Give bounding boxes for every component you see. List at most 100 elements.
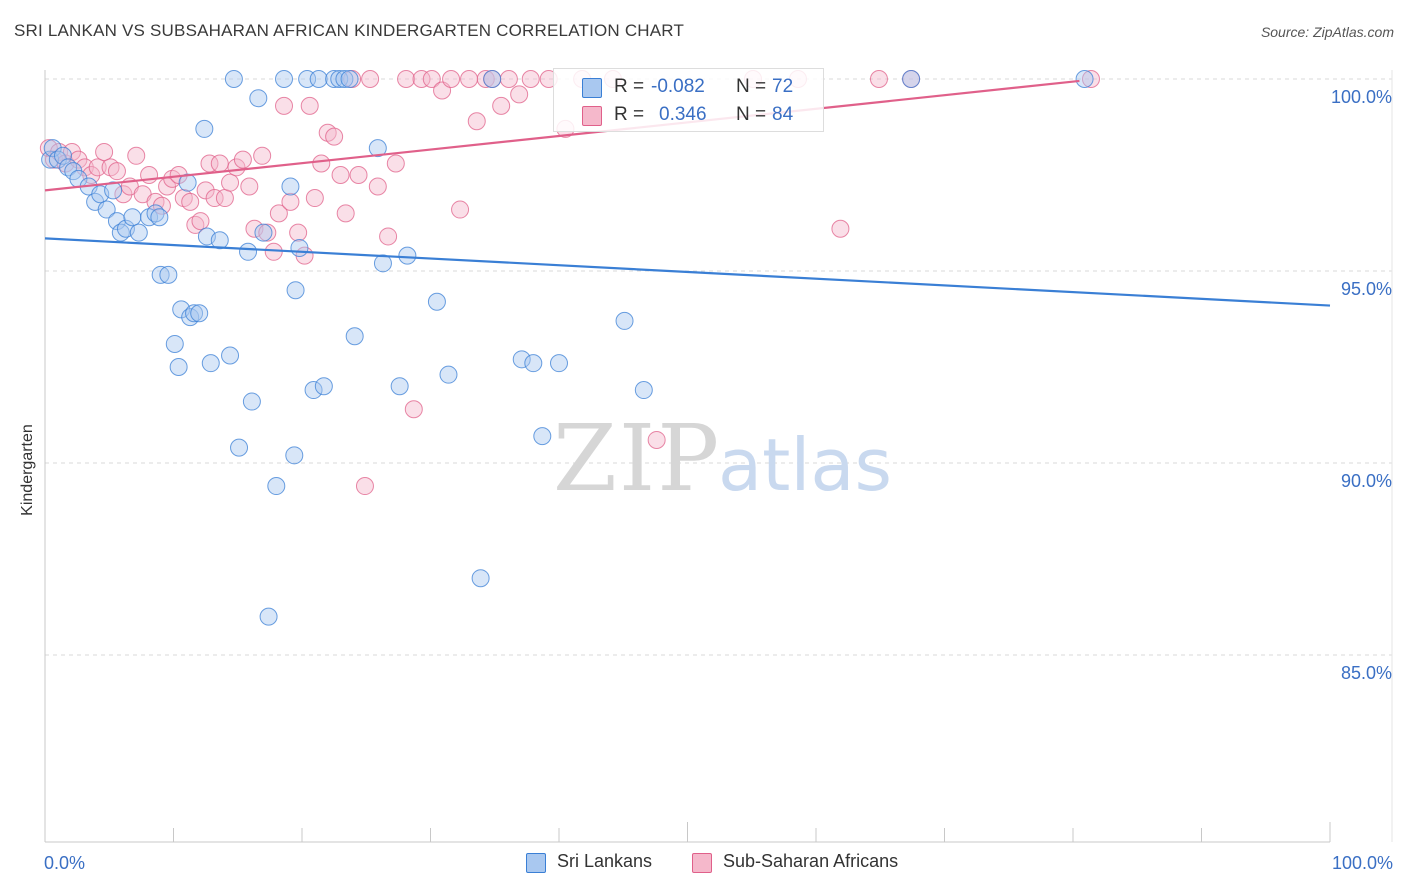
subsaharan-point [336, 204, 355, 223]
subsaharan-point [312, 154, 331, 173]
sri-lankans-point [210, 231, 229, 250]
subsaharan-point [331, 166, 350, 184]
r-label: R = [614, 76, 645, 97]
sri-lankans-point [439, 365, 458, 384]
subsaharan-point [412, 70, 431, 88]
sri-lankans-point [281, 177, 300, 196]
sri-lankans-point [325, 70, 344, 88]
subsaharan-point [831, 219, 850, 238]
subsaharan-point [281, 192, 300, 211]
sri-lankans-point [512, 350, 531, 369]
subsaharan-point [69, 150, 88, 169]
sri-lankans-point [190, 304, 209, 323]
subsaharan-point [127, 146, 146, 165]
points-layer [39, 70, 1100, 626]
trend-layer [44, 79, 1331, 307]
subsaharan-point [305, 189, 324, 208]
legend-sri-lankans-icon [526, 853, 546, 873]
subsaharan-point [215, 189, 234, 208]
sri-lankans-point [195, 119, 214, 138]
sri-lankans-point [151, 265, 170, 284]
subsaharan-point [386, 154, 405, 173]
subsaharan-point [88, 158, 107, 177]
n-value: 84 [772, 104, 794, 125]
subsaharan-point [196, 181, 215, 200]
sri-lankans-point [53, 146, 72, 165]
sri-lankans-point [1075, 70, 1094, 88]
sri-lankans-point [615, 311, 634, 330]
sri-lankans-point [902, 70, 921, 88]
y-tick-label: 90.0% [1341, 471, 1392, 491]
sri-lankans-point [285, 446, 304, 465]
axis-layer [44, 70, 1393, 843]
watermark-zip: ZIP [553, 405, 721, 512]
subsaharan-point [114, 185, 133, 204]
subsaharan-point [492, 96, 511, 115]
y-tick-label: 85.0% [1341, 663, 1392, 683]
r-value: -0.082 [651, 76, 705, 97]
sri-lankans-point [398, 246, 417, 265]
sri-lankans-point [533, 427, 552, 446]
x-tick-label-start: 0.0% [44, 853, 85, 873]
subsaharan-point [191, 212, 210, 231]
sri-lankans-point [330, 70, 349, 88]
subsaharan-point [510, 85, 529, 104]
r-value: 0.346 [659, 104, 707, 125]
subsaharan-point [368, 177, 387, 196]
sri-lankans-point [169, 358, 188, 376]
sri-lankans-point [304, 381, 323, 400]
sri-lankans-point [129, 223, 148, 242]
sri-lankans-point [249, 89, 268, 108]
sri-lankans-point [107, 212, 126, 231]
sri-lankans-point [335, 70, 354, 88]
subsaharan-point [355, 477, 374, 496]
chart-source: Source: ZipAtlas.com [1260, 24, 1394, 40]
sri-lankans-point [309, 70, 328, 88]
pink-swatch-icon [582, 106, 602, 126]
subsaharan-point [181, 192, 200, 211]
stats-legend: R = -0.082 N = 72 R = 0.346 N = 84 [553, 68, 824, 132]
sri-lankans-point [524, 354, 543, 373]
sri-lankans-point [483, 70, 502, 88]
sri-lankans-point [97, 200, 116, 219]
sri-lankans-point [345, 327, 364, 346]
sri-lankans-point [368, 139, 387, 158]
subsaharan-point [647, 430, 666, 449]
y-tick-label: 95.0% [1341, 279, 1392, 299]
sri-lankans-point [373, 254, 392, 273]
subsaharan-point [233, 150, 252, 169]
sri-lankans-point [259, 607, 278, 626]
subsaharan-point [460, 70, 479, 88]
sri-lankans-point [634, 381, 653, 400]
sri-lankans-point [340, 70, 359, 88]
subsaharan-point [521, 70, 540, 88]
subsaharan-point [95, 142, 114, 161]
subsaharan-point [152, 196, 171, 215]
blue-swatch-icon [582, 78, 602, 98]
subsaharan-point [258, 223, 277, 242]
sri-lankans-point [254, 223, 273, 242]
subsaharan-point [379, 227, 398, 246]
n-value: 72 [772, 76, 794, 97]
subsaharan-point [476, 70, 495, 88]
r-label: R = [614, 104, 645, 125]
sri-lankans-point [230, 438, 249, 457]
chart-title: SRI LANKAN VS SUBSAHARAN AFRICAN KINDERG… [14, 21, 685, 40]
subsaharan-point [499, 70, 518, 88]
subsaharan-point [404, 400, 423, 419]
legend-subsaharan-label: Sub-Saharan Africans [723, 851, 899, 871]
subsaharan-point [289, 223, 308, 242]
subsaharan-point [325, 127, 344, 146]
x-tick-label-end: 100.0% [1332, 853, 1393, 873]
legend-subsaharan-icon [692, 853, 712, 873]
subsaharan-point [269, 204, 288, 223]
sri-lankans-point [427, 292, 446, 311]
sri-lankans-point [201, 354, 220, 373]
subsaharan-trendline [44, 79, 1080, 192]
legend-sri-lankans-label: Sri Lankans [557, 851, 653, 871]
sri-lankans-point [239, 242, 258, 261]
sri-lankans-point [150, 208, 169, 227]
sri-lankans-point [286, 281, 305, 300]
subsaharan-point [275, 96, 294, 115]
